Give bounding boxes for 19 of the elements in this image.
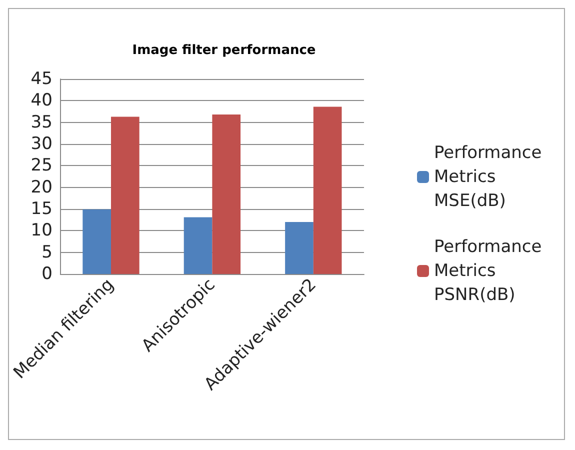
y-tick-label: 45	[30, 69, 52, 89]
bar	[313, 106, 342, 274]
y-tick-label: 15	[30, 199, 52, 219]
y-tick-label: 30	[30, 134, 52, 154]
bar	[110, 116, 140, 274]
bar	[212, 114, 241, 274]
y-tick-label: 5	[42, 242, 52, 262]
y-tick-label: 35	[30, 112, 52, 132]
bar	[82, 209, 111, 274]
y-tick-label: 40	[30, 90, 52, 111]
bar	[285, 222, 314, 274]
y-tick-label: 20	[30, 177, 52, 198]
y-tick-label: 25	[30, 156, 52, 176]
y-tick-label: 10	[30, 220, 52, 241]
legend-label: Performance Metrics MSE(dB)	[434, 143, 548, 211]
legend-label: Performance Metrics PSNR(dB)	[434, 237, 548, 305]
chart-title: Image filter performance	[132, 43, 316, 58]
bar	[184, 217, 212, 274]
y-tick-label: 0	[42, 264, 52, 284]
